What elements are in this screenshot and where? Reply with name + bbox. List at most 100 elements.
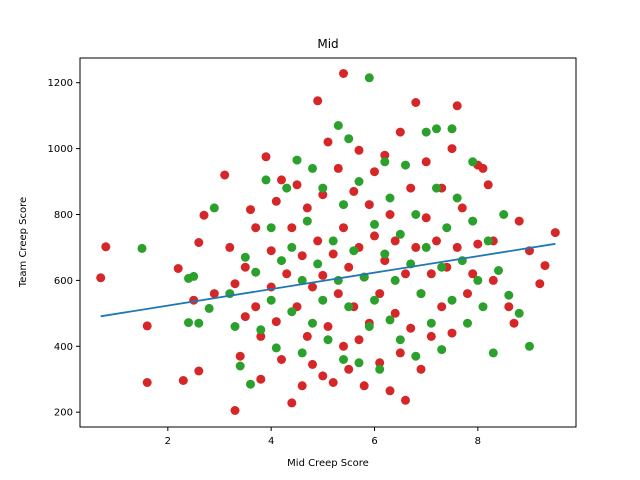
scatter-point-series-1 [385,210,395,219]
scatter-point-series-1 [421,213,431,223]
scatter-point-series-2 [297,348,307,358]
scatter-point-series-2 [287,307,297,317]
scatter-point-series-1 [313,236,323,246]
scatter-point-series-2 [354,177,364,186]
scatter-point-series-1 [96,273,106,283]
scatter-point-series-2 [349,246,359,256]
scatter-point-series-1 [292,180,302,190]
scatter-point-series-2 [514,308,524,318]
scatter-point-series-2 [437,345,447,355]
scatter-point-series-2 [209,203,219,213]
scatter-point-series-2 [339,355,348,364]
scatter-point-series-1 [452,101,462,111]
scatter-point-series-1 [246,205,255,215]
scatter-point-series-1 [421,157,431,167]
scatter-point-series-2 [525,341,534,351]
y-axis-ticks: 200 400 600 800 1000 1200 [48,78,80,419]
scatter-point-series-1 [354,145,364,155]
scatter-point-series-1 [411,98,421,107]
scatter-point-series-1 [297,251,307,261]
scatter-point-series-1 [354,335,364,345]
trendline-layer [100,242,556,318]
scatter-point-series-2 [277,256,286,266]
scatter-point-series-1 [225,242,235,252]
scatter-point-series-1 [395,127,405,137]
scatter-point-series-1 [473,239,483,249]
scatter-point-series-2 [339,200,348,210]
scatter-point-series-1 [333,289,343,299]
y-tick-label: 600 [54,276,73,287]
trend-line [100,242,556,318]
y-tick-label: 200 [54,408,73,419]
scatter-point-series-2 [297,275,307,285]
scatter-point-series-2 [411,351,421,361]
scatter-point-series-1 [209,289,219,299]
scatter-point-series-2 [499,210,509,219]
scatter-point-series-2 [137,243,147,253]
chart-title: Mid [317,37,338,51]
scatter-point-series-2 [380,157,390,167]
scatter-point-series-2 [437,262,447,272]
scatter-point-series-2 [494,266,503,275]
scatter-point-series-2 [318,183,328,193]
scatter-point-series-2 [261,175,271,185]
scatter-point-series-1 [318,270,328,280]
scatter-point-series-1 [282,269,292,279]
scatter-point-series-2 [447,124,457,134]
x-axis-label: Mid Creep Score [287,458,369,469]
scatter-point-series-1 [142,378,152,387]
scatter-point-series-1 [266,246,276,256]
scatter-point-series-1 [271,196,281,206]
scatter-point-series-1 [457,203,467,213]
scatter-point-series-1 [271,317,281,327]
scatter-point-series-2 [318,295,328,305]
scatter-point-series-2 [370,219,379,229]
scatter-point-series-1 [318,190,328,200]
scatter-point-series-1 [344,364,354,374]
scatter-point-series-2 [483,236,493,246]
scatter-point-series-2 [385,193,395,203]
y-tick-label: 1000 [48,144,73,155]
scatter-point-series-1 [220,170,230,180]
scatter-point-series-2 [395,229,405,239]
scatter-point-series-1 [426,269,436,279]
scatter-point-series-1 [504,302,514,312]
scatter-point-series-1 [101,242,111,252]
y-tick-label: 800 [54,210,73,221]
scatter-point-series-1 [390,308,400,318]
scatter-point-series-2 [426,318,436,328]
scatter-point-series-2 [266,295,276,305]
scatter-point-series-1 [194,366,204,376]
scatter-point-series-2 [354,358,364,368]
scatter-point-series-1 [509,318,519,328]
y-tick-label: 1200 [48,78,73,89]
scatter-point-series-2 [432,183,441,193]
scatter-point-series-1 [287,223,297,233]
scatter-point-series-1 [447,328,457,338]
scatter-point-series-2 [292,155,302,165]
scatter-point-series-1 [468,269,478,279]
scatter-point-series-2 [184,318,193,328]
scatter-point-series-1 [344,262,354,272]
scatter-point-series-2 [313,259,323,269]
scatter-point-series-2 [421,242,431,252]
x-axis-ticks: 2 4 6 8 [165,427,481,447]
scatter-point-series-2 [230,322,240,331]
scatter-point-series-2 [308,163,317,173]
scatter-point-series-1 [550,228,560,238]
scatter-point-series-2 [287,242,297,252]
scatter-point-series-1 [483,180,493,190]
scatter-point-series-2 [235,361,245,371]
scatter-point-series-2 [364,322,374,331]
scatter-point-series-1 [395,348,405,358]
scatter-point-series-1 [463,289,472,299]
scatter-point-series-2 [468,157,478,167]
scatter-point-series-2 [246,379,255,389]
x-tick-label: 8 [475,436,481,447]
scatter-point-series-2 [256,325,266,335]
scatter-point-series-1 [277,175,286,185]
scatter-point-series-2 [240,252,250,262]
scatter-point-series-1 [390,236,400,246]
scatter-point-series-1 [406,323,416,333]
